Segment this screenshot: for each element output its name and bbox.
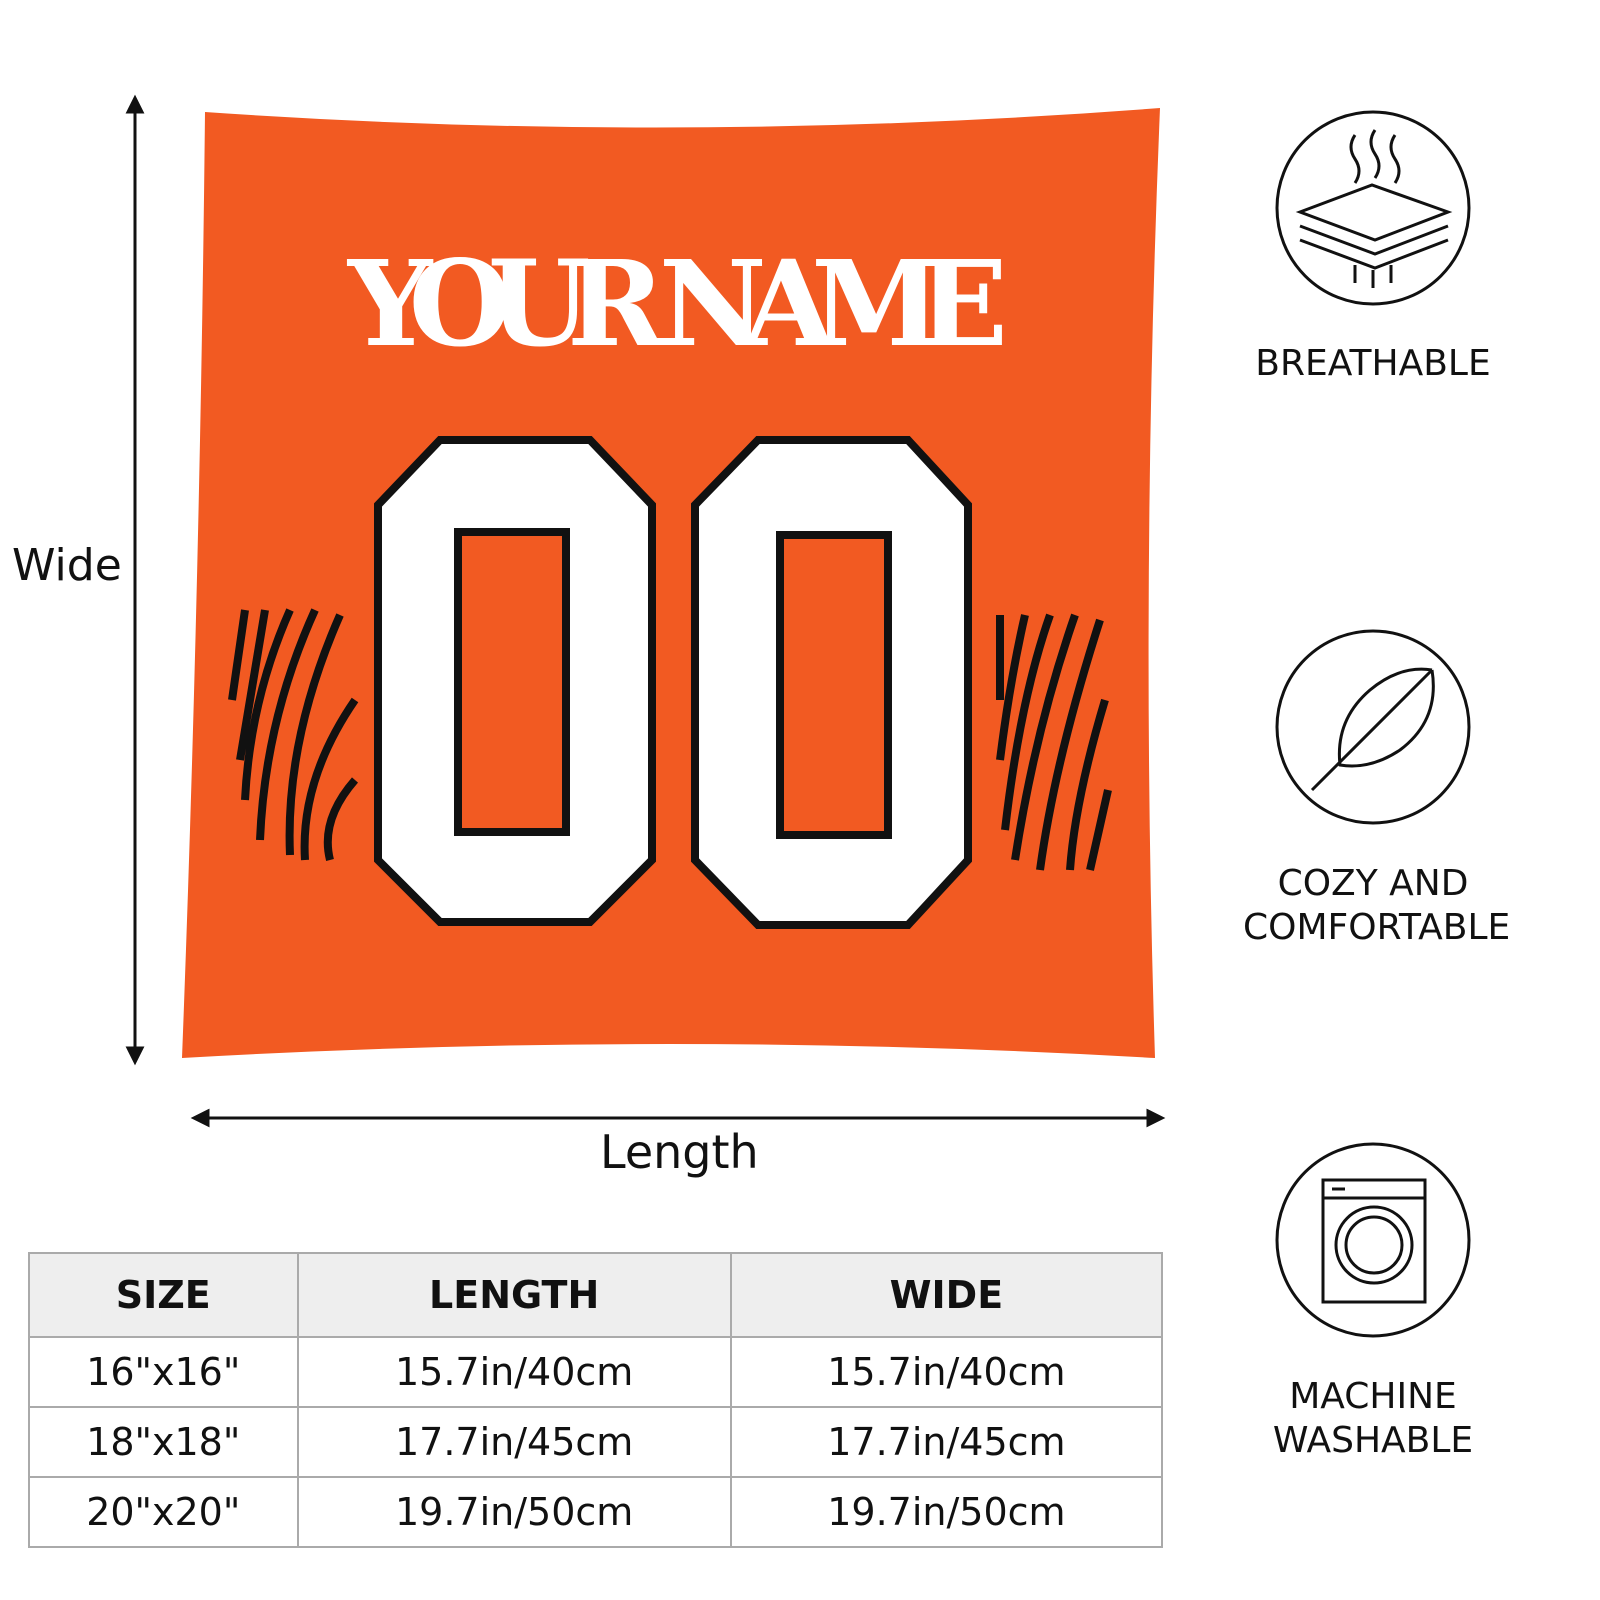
wide-arrow xyxy=(125,94,145,1066)
cell-length: 19.7in/50cm xyxy=(296,1476,732,1548)
header-length: LENGTH xyxy=(296,1252,732,1338)
header-size: SIZE xyxy=(28,1252,299,1338)
wide-label: Wide xyxy=(12,540,122,591)
feature-label-breathable: BREATHABLE xyxy=(1255,343,1491,384)
feature-label-cozy: COZY AND COMFORTABLE xyxy=(1243,863,1511,948)
cell-length: 15.7in/40cm xyxy=(296,1336,732,1408)
breathable-layers-icon xyxy=(1275,110,1471,306)
cell-size: 20"x20" xyxy=(28,1476,299,1548)
cell-size: 16"x16" xyxy=(28,1336,299,1408)
table-row: 20"x20" 19.7in/50cm 19.7in/50cm xyxy=(28,1476,1164,1548)
length-arrow xyxy=(190,1108,1166,1128)
table-header: SIZE LENGTH WIDE xyxy=(28,1252,1164,1338)
pillow-number xyxy=(374,436,972,929)
table-row: 16"x16" 15.7in/40cm 15.7in/40cm xyxy=(28,1336,1164,1408)
tiger-stripes xyxy=(228,608,1112,871)
cell-wide: 15.7in/40cm xyxy=(729,1336,1164,1408)
cell-length: 17.7in/45cm xyxy=(296,1406,732,1478)
feature-label-washable: MACHINE WASHABLE xyxy=(1272,1376,1474,1461)
length-label: Length xyxy=(600,1125,759,1179)
washing-machine-icon xyxy=(1275,1142,1471,1338)
cell-wide: 19.7in/50cm xyxy=(729,1476,1164,1548)
cell-size: 18"x18" xyxy=(28,1406,299,1478)
table-row: 18"x18" 17.7in/45cm 17.7in/45cm xyxy=(28,1406,1164,1478)
header-wide: WIDE xyxy=(729,1252,1164,1338)
cell-wide: 17.7in/45cm xyxy=(729,1406,1164,1478)
feather-icon xyxy=(1275,629,1471,825)
pillow: YOUR NAME xyxy=(182,108,1160,1058)
pillow-name-text: YOUR NAME xyxy=(346,234,1008,373)
size-table: SIZE LENGTH WIDE 16"x16" 15.7in/40cm 15.… xyxy=(28,1252,1164,1548)
